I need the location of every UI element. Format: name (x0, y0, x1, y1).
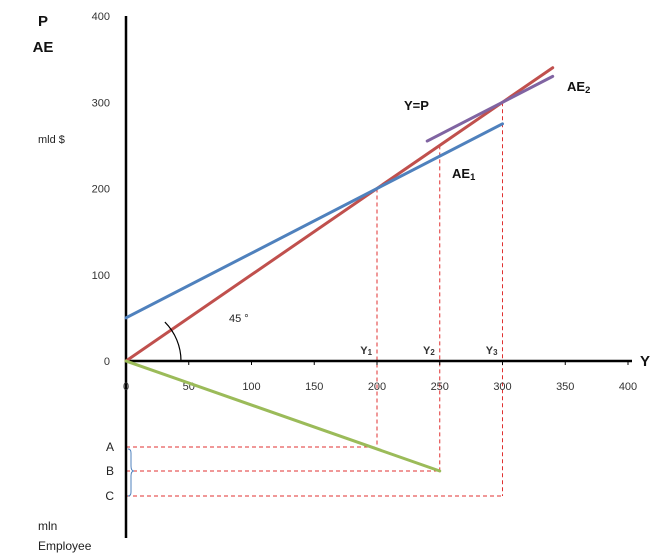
x-tick-label-5: 250 (431, 381, 449, 393)
series-label-y-equals-p: Y=P (404, 98, 429, 113)
equilibrium-label-y3: Y3 (486, 345, 498, 357)
x-tick-label-4: 200 (368, 381, 386, 393)
x-tick-label-2: 100 (242, 381, 260, 393)
y-axis-title-line-1: P (38, 13, 48, 30)
equilibrium-label-y2: Y2 (423, 345, 435, 357)
x-tick-label-7: 350 (556, 381, 574, 393)
x-tick-label-6: 300 (493, 381, 511, 393)
y-tick-label-3: 300 (92, 97, 110, 109)
x-tick-label-3: 150 (305, 381, 323, 393)
y-tick-label-2: 200 (92, 184, 110, 196)
employment-level-b: B (106, 464, 114, 478)
y-tick-label-0: 0 (104, 356, 110, 368)
angle-label: 45 ° (229, 313, 249, 325)
x-tick-label-0: 0 (123, 381, 129, 393)
series-line-ae2 (425, 74, 555, 143)
y-unit-label: mld $ (38, 134, 65, 146)
series-label-ae1: AE1 (452, 166, 475, 182)
employment-line (124, 359, 442, 473)
lower-axis-unit-line-2: Employee (38, 539, 92, 553)
guide-lines (126, 102, 503, 497)
equilibrium-label-y1: Y1 (360, 345, 372, 357)
axes (124, 16, 632, 538)
employment-level-c: C (105, 489, 114, 503)
y-axis-title-line-2: AE (33, 39, 54, 56)
employment-level-a: A (106, 440, 114, 454)
series-line-y-equals-p (124, 66, 555, 363)
lower-axis-unit-line-1: mln (38, 519, 57, 533)
x-tick-label-8: 400 (619, 381, 637, 393)
series-label-ae2: AE2 (567, 79, 590, 95)
y-tick-label-4: 400 (92, 11, 110, 23)
x-axis-title: Y (640, 353, 650, 370)
y-tick-label-1: 100 (92, 270, 110, 282)
angle-arc (164, 321, 182, 362)
series-line-ae1 (124, 122, 504, 320)
series-lines (124, 66, 555, 473)
employment-bracket (127, 448, 135, 497)
labels: P AE mld $ Y mln Employee 45 ° Y=P AE1 A… (33, 13, 650, 553)
